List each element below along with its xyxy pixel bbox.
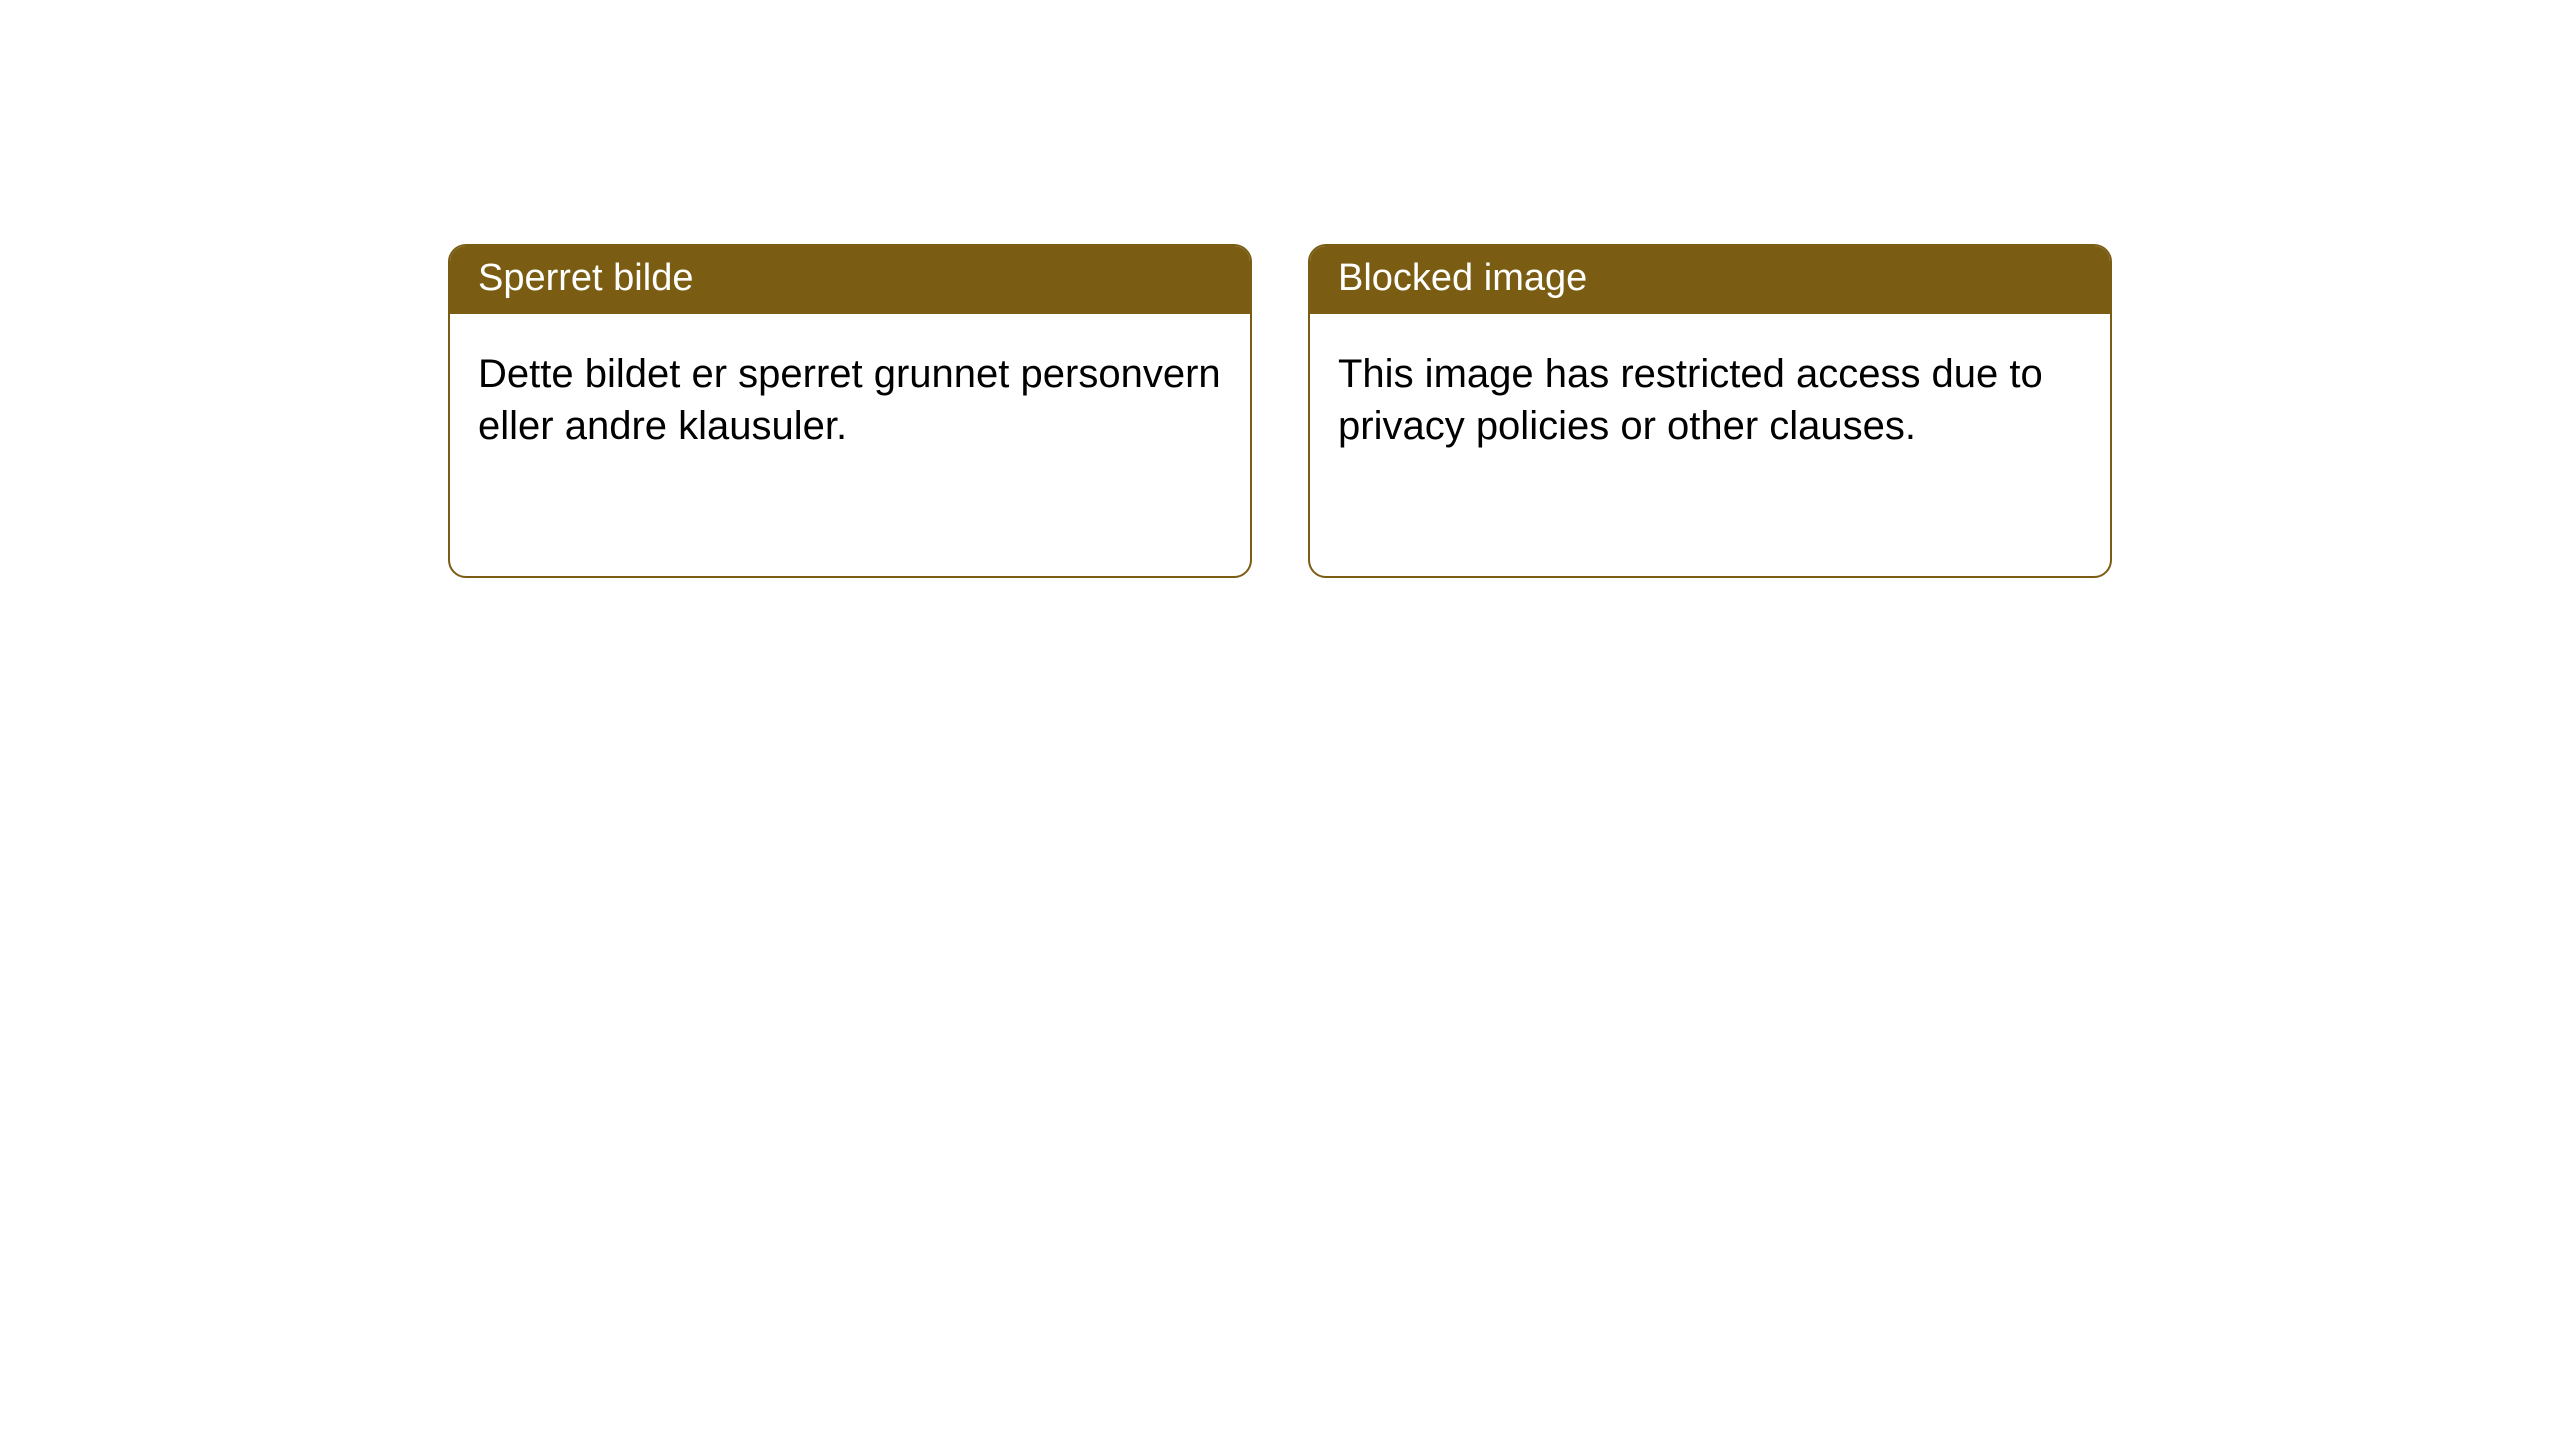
- notices-container: Sperret bilde Dette bildet er sperret gr…: [0, 0, 2560, 578]
- notice-body: This image has restricted access due to …: [1310, 314, 2110, 512]
- notice-header: Sperret bilde: [450, 246, 1250, 314]
- notice-box-english: Blocked image This image has restricted …: [1308, 244, 2112, 578]
- notice-header: Blocked image: [1310, 246, 2110, 314]
- notice-body: Dette bildet er sperret grunnet personve…: [450, 314, 1250, 512]
- notice-box-norwegian: Sperret bilde Dette bildet er sperret gr…: [448, 244, 1252, 578]
